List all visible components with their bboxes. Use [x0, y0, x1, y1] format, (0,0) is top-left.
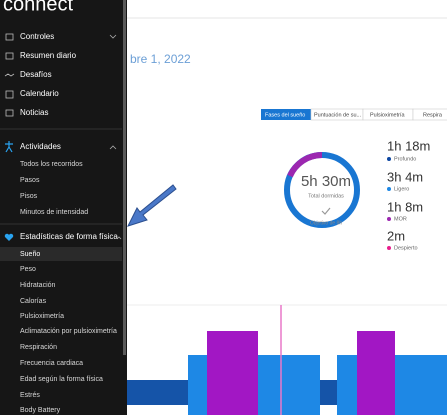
stage-label: Despierto [394, 245, 418, 251]
nav-subitem[interactable]: Respiración [20, 344, 57, 351]
tab-label[interactable]: Fases del sueño [265, 112, 305, 118]
deep-block [320, 380, 337, 405]
tab-label[interactable]: Respira [423, 112, 443, 118]
total-label: Total dormidas [308, 193, 344, 199]
section-title[interactable]: Estadísticas de forma física [20, 232, 118, 241]
sleep-timeline [127, 305, 447, 415]
section-title[interactable]: Actividades [20, 142, 61, 151]
scrollbar [123, 0, 126, 355]
icon [5, 52, 14, 60]
nav-item[interactable]: Calendario [20, 89, 59, 98]
nav-subitem[interactable]: Sueño [20, 251, 40, 258]
nav-subitem[interactable]: Pisos [20, 193, 38, 200]
nav-subitem[interactable]: Peso [20, 266, 36, 273]
tab[interactable] [412, 108, 447, 121]
legend: 1h 18m Profundo 3h 4m Ligero 1h 8m MOR 2… [387, 138, 430, 251]
sleep-donut: 5h 30m Total dormidas Objetivo de 8h [284, 152, 360, 228]
icon [5, 141, 13, 153]
legend-dot [387, 217, 391, 221]
nav-item[interactable]: Controles [20, 32, 54, 41]
total-sleep: 5h 30m [301, 173, 351, 190]
nav-subitem[interactable]: Frecuencia cardiaca [20, 360, 83, 367]
nav-subitem[interactable]: Body Battery [20, 407, 61, 414]
duration: 1h 8m [387, 199, 423, 214]
sidebar-bg [0, 0, 127, 415]
legend-dot [387, 157, 391, 161]
stage-label: MOR [394, 216, 407, 222]
icon [4, 233, 14, 241]
icon [5, 90, 14, 99]
nav-subitem[interactable]: Minutos de intensidad [20, 209, 88, 216]
light-block [258, 355, 320, 415]
nav-subitem[interactable]: Estrés [20, 392, 40, 399]
stage-label: Profundo [394, 156, 416, 162]
icon [5, 109, 14, 117]
legend-dot [387, 187, 391, 191]
duration: 3h 4m [387, 169, 423, 184]
legend-dot [387, 246, 391, 250]
nav-subitem[interactable]: Pulsioximetría [20, 313, 64, 320]
nav-subitem[interactable]: Todos los recorridos [20, 161, 83, 168]
nav-subitem[interactable]: Aclimatación por pulsioximetría [20, 328, 117, 335]
duration: 1h 18m [387, 138, 430, 153]
tab-label[interactable]: Puntuación de su... [314, 112, 362, 118]
icon [4, 73, 15, 77]
nav-subitem[interactable]: Pasos [20, 177, 40, 184]
selected-row [0, 247, 122, 261]
tab-bar: Fases del sueño Puntuación de su... Puls… [261, 108, 447, 121]
light-block [395, 355, 447, 415]
nav-subitem[interactable]: Edad según la forma física [20, 376, 103, 383]
nav-subitem[interactable]: Hidratación [20, 282, 56, 289]
date-heading: bre 1, 2022 [130, 52, 191, 66]
annotation-arrow [127, 184, 177, 227]
chevron [116, 236, 122, 240]
light-block [337, 355, 357, 415]
icon [5, 33, 14, 41]
nav-item[interactable]: Resumen diario [20, 51, 77, 60]
rem-block [207, 331, 258, 415]
goal-label: Objetivo de 8h [310, 220, 342, 226]
nav-item[interactable]: Desafíos [20, 70, 52, 79]
check-icon [321, 207, 331, 215]
light-block [188, 355, 207, 415]
nav-subitem[interactable]: Calorías [20, 298, 47, 305]
sidebar: connect Controles Resumen diario Desafío… [0, 0, 127, 415]
chevron [109, 145, 117, 150]
nav-item[interactable]: Noticias [20, 108, 48, 117]
logo: connect [3, 0, 73, 15]
duration: 2m [387, 228, 405, 243]
tab-active[interactable] [261, 109, 311, 120]
deep-block [127, 380, 188, 405]
stage-label: Ligero [394, 186, 409, 192]
donut-arc [287, 152, 323, 178]
chevron [109, 34, 117, 39]
tab-label[interactable]: Pulsioximetría [370, 112, 405, 118]
rem-block [357, 331, 395, 415]
